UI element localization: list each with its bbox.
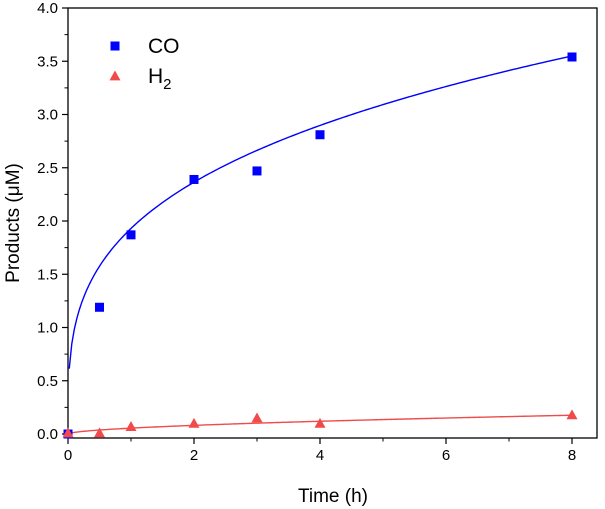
legend: CO H2 bbox=[109, 35, 180, 93]
data-points bbox=[62, 52, 578, 439]
co-data-point bbox=[567, 52, 577, 62]
x-tick-label: 2 bbox=[190, 447, 198, 464]
h2-data-point bbox=[314, 417, 326, 428]
y-tick-label: 3.0 bbox=[37, 107, 58, 124]
h2-data-point bbox=[62, 427, 74, 438]
co-data-point bbox=[95, 302, 104, 312]
x-tick-label: 4 bbox=[316, 447, 324, 464]
co-data-point bbox=[252, 166, 262, 176]
h2-legend-label: H2 bbox=[148, 65, 172, 93]
co-data-point bbox=[315, 130, 325, 140]
y-tick-label: 2.5 bbox=[37, 160, 58, 177]
h2-data-point bbox=[566, 409, 578, 420]
x-axis-title: Time (h) bbox=[298, 486, 368, 507]
co-data-point bbox=[189, 174, 199, 184]
h2-data-point bbox=[251, 412, 263, 423]
plot-frame bbox=[67, 7, 598, 439]
y-tick-label: 1.5 bbox=[37, 266, 58, 283]
y-tick-label: 1.0 bbox=[37, 320, 58, 337]
h2-data-point bbox=[188, 417, 200, 428]
y-tick-label: 4.0 bbox=[37, 0, 58, 17]
co-fit-line bbox=[68, 55, 573, 369]
co-legend-marker bbox=[110, 41, 120, 51]
co-legend-label: CO bbox=[148, 35, 180, 58]
h2-data-point bbox=[94, 427, 105, 438]
y-tick-label: 3.5 bbox=[37, 53, 58, 70]
co-data-point bbox=[126, 230, 136, 240]
y-tick-label: 0.5 bbox=[37, 373, 58, 390]
x-tick-label: 6 bbox=[442, 447, 450, 464]
h2-data-point bbox=[125, 421, 137, 431]
x-tick-label: 0 bbox=[64, 447, 72, 464]
x-tick-label: 8 bbox=[568, 447, 576, 464]
y-tick-label: 2.0 bbox=[37, 213, 58, 230]
y-axis-title: Products (μM) bbox=[3, 163, 24, 283]
y-tick-label: 0.0 bbox=[37, 426, 58, 443]
fit-curves bbox=[68, 55, 573, 435]
h2-legend-marker bbox=[109, 70, 121, 81]
axis-ticks: 0 2 4 6 8 0.0 0.5 1.0 1.5 2.0 2.5 3.0 3.5 4.0 bbox=[37, 0, 576, 464]
